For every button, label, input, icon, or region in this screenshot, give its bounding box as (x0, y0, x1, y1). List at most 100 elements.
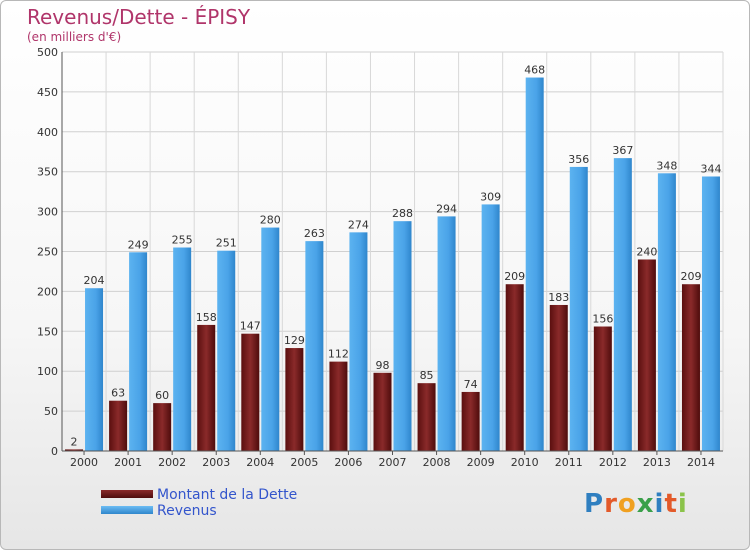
bar-debt (505, 284, 524, 451)
bar-debt (109, 400, 128, 451)
bar-revenue (85, 288, 104, 451)
x-tick-label: 2012 (599, 456, 627, 469)
data-label-revenue: 309 (480, 190, 501, 203)
data-label-revenue: 468 (524, 64, 545, 77)
logo-letter: r (604, 489, 618, 519)
logo-letter: i (654, 489, 665, 519)
x-tick-label: 2004 (246, 456, 274, 469)
y-tick-label: 100 (37, 365, 58, 378)
x-tick-label: 2006 (334, 456, 362, 469)
y-tick-label: 450 (37, 86, 58, 99)
bar-revenue (349, 232, 368, 451)
bar-revenue (217, 250, 236, 451)
data-label-debt: 85 (420, 369, 434, 382)
x-tick-label: 2007 (379, 456, 407, 469)
proxiti-logo: Proxiti (584, 489, 688, 519)
y-tick-label: 300 (37, 206, 58, 219)
data-label-debt: 240 (636, 245, 657, 258)
chart-subtitle: (en milliers d'€) (27, 30, 122, 44)
bar-revenue (481, 204, 500, 451)
legend-swatch-debt (101, 490, 153, 498)
data-label-debt: 63 (111, 387, 125, 400)
chart-title: Revenus/Dette - ÉPISY (27, 5, 251, 29)
bar-revenue (569, 166, 588, 452)
y-tick-label: 250 (37, 246, 58, 259)
data-label-revenue: 348 (656, 159, 677, 172)
data-label-debt: 147 (240, 320, 261, 333)
legend-label-revenue: Revenus (157, 503, 217, 519)
bar-debt (197, 324, 216, 451)
data-label-revenue: 288 (392, 207, 413, 220)
bar-debt (373, 372, 392, 451)
data-label-debt: 129 (284, 334, 305, 347)
bar-revenue (701, 176, 720, 451)
x-tick-label: 2002 (158, 456, 186, 469)
x-tick-label: 2010 (511, 456, 539, 469)
bar-debt (549, 304, 568, 451)
bar-debt (461, 391, 480, 451)
x-tick-label: 2013 (643, 456, 671, 469)
logo-letter: P (584, 489, 605, 519)
data-label-revenue: 294 (436, 202, 457, 215)
data-label-revenue: 356 (568, 153, 589, 166)
data-label-revenue: 274 (348, 218, 369, 231)
bar-revenue (613, 158, 632, 451)
bar-revenue (129, 252, 148, 451)
x-tick-label: 2003 (202, 456, 230, 469)
x-tick-label: 2001 (114, 456, 142, 469)
bar-debt (637, 259, 656, 451)
x-tick-label: 2014 (687, 456, 715, 469)
data-label-revenue: 344 (700, 162, 721, 175)
data-label-debt: 158 (196, 311, 217, 324)
logo-letter: o (617, 489, 637, 519)
y-tick-label: 400 (37, 126, 58, 139)
y-tick-label: 0 (51, 445, 58, 458)
data-label-revenue: 263 (304, 227, 325, 240)
bar-debt (153, 403, 172, 451)
legend-label-debt: Montant de la Dette (157, 487, 298, 503)
bar-debt (417, 383, 436, 451)
data-label-revenue: 204 (84, 274, 105, 287)
y-tick-label: 50 (44, 405, 58, 418)
bar-debt (329, 361, 348, 451)
bar-revenue (525, 77, 544, 451)
data-label-revenue: 251 (216, 237, 237, 250)
x-tick-label: 2008 (423, 456, 451, 469)
y-tick-label: 200 (37, 285, 58, 298)
y-tick-label: 150 (37, 325, 58, 338)
logo-letter: i (677, 489, 688, 519)
bar-debt (285, 348, 304, 451)
data-label-debt: 209 (680, 270, 701, 283)
data-label-revenue: 249 (128, 238, 149, 251)
bar-debt (593, 326, 612, 451)
bar-revenue (305, 241, 324, 451)
data-label-debt: 60 (155, 389, 169, 402)
data-label-revenue: 280 (260, 214, 281, 227)
bar-debt (65, 449, 84, 451)
bar-debt (681, 284, 700, 451)
bar-revenue (173, 247, 192, 451)
y-tick-label: 500 (37, 46, 58, 59)
data-label-revenue: 367 (612, 144, 633, 157)
data-label-debt: 156 (592, 313, 613, 326)
data-label-debt: 74 (464, 378, 478, 391)
data-label-debt: 98 (376, 359, 390, 372)
data-label-revenue: 255 (172, 234, 193, 247)
bar-revenue (393, 221, 412, 451)
data-label-debt: 2 (71, 435, 78, 448)
logo-letter: t (664, 489, 678, 519)
data-label-debt: 112 (328, 348, 349, 361)
data-label-debt: 209 (504, 270, 525, 283)
y-tick-label: 350 (37, 166, 58, 179)
bar-revenue (437, 216, 456, 451)
x-tick-label: 2005 (290, 456, 318, 469)
bar-debt (241, 333, 260, 451)
x-tick-label: 2000 (70, 456, 98, 469)
data-label-debt: 183 (548, 291, 569, 304)
legend-swatch-revenue (101, 506, 153, 514)
logo-letter: x (636, 489, 655, 519)
x-tick-label: 2009 (467, 456, 495, 469)
bar-revenue (261, 227, 280, 451)
